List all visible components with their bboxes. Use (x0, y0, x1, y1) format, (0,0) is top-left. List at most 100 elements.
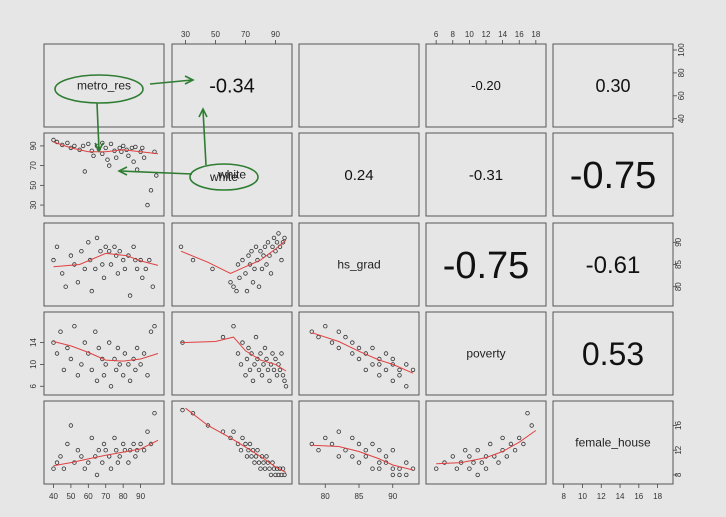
tick-label-left-white-3: 90 (29, 141, 38, 150)
point-hs_grad-vs-white-27 (270, 244, 275, 249)
point-hs_grad-vs-metro_res-3 (63, 284, 68, 289)
point-female_house-vs-metro_res-21 (113, 448, 119, 453)
point-hs_grad-vs-white-0 (178, 244, 184, 249)
point-female_house-vs-white-31 (276, 472, 281, 478)
point-female_house-vs-hs_grad-27 (410, 466, 416, 471)
point-poverty-vs-hs_grad-17 (377, 362, 382, 367)
point-poverty-vs-metro_res-18 (106, 340, 112, 345)
panel-1-3 (425, 132, 547, 217)
point-female_house-vs-white-15 (252, 460, 257, 465)
point-hs_grad-vs-metro_res-35 (150, 284, 155, 289)
point-hs_grad-vs-white-13 (249, 248, 254, 254)
tick-label-left-white-1: 50 (29, 180, 38, 189)
point-hs_grad-vs-white-34 (280, 240, 286, 245)
point-female_house-vs-metro_res-33 (145, 429, 150, 434)
point-female_house-vs-metro_res-5 (68, 423, 74, 428)
point-white-vs-metro_res-8 (82, 169, 87, 174)
point-female_house-vs-poverty-14 (488, 441, 493, 447)
panel-3-1 (171, 311, 293, 396)
point-female_house-vs-white-25 (267, 466, 272, 471)
point-female_house-vs-metro_res-3 (61, 466, 67, 471)
point-female_house-vs-poverty-9 (475, 472, 480, 478)
point-hs_grad-vs-white-12 (247, 262, 253, 267)
point-poverty-vs-metro_res-24 (120, 373, 126, 378)
point-hs_grad-vs-metro_res-15 (100, 262, 105, 267)
point-hs_grad-vs-metro_res-7 (79, 248, 84, 254)
point-white-vs-metro_res-3 (65, 140, 70, 146)
point-female_house-vs-white-10 (244, 454, 250, 459)
point-female_house-vs-poverty-10 (475, 448, 480, 453)
point-poverty-vs-white-24 (270, 351, 275, 356)
point-hs_grad-vs-white-3 (228, 280, 233, 285)
point-female_house-vs-hs_grad-5 (336, 429, 341, 434)
tick-label-left-poverty-1: 10 (29, 359, 38, 368)
point-female_house-vs-white-28 (271, 466, 277, 471)
tick-label-top-white-0: 30 (181, 30, 190, 39)
point-poverty-vs-metro_res-13 (94, 378, 100, 383)
tick-label-bottom-hs_grad-2: 90 (388, 492, 397, 501)
point-white-vs-metro_res-37 (154, 173, 159, 178)
point-white-vs-metro_res-21 (113, 155, 119, 160)
tick-label-right-metro_res-2: 80 (677, 68, 686, 77)
tick-label-top-poverty-5: 16 (515, 30, 524, 39)
point-poverty-vs-metro_res-21 (113, 367, 119, 373)
point-poverty-vs-metro_res-22 (115, 345, 121, 351)
point-poverty-vs-white-20 (264, 356, 269, 362)
point-poverty-vs-hs_grad-21 (390, 378, 395, 383)
point-poverty-vs-metro_res-19 (108, 384, 114, 389)
point-poverty-vs-white-32 (282, 378, 287, 383)
point-female_house-vs-hs_grad-12 (363, 454, 368, 459)
point-poverty-vs-white-6 (243, 373, 248, 378)
point-female_house-vs-white-23 (264, 454, 269, 459)
panel-3-4 (552, 311, 674, 396)
point-female_house-vs-poverty-2 (450, 454, 455, 459)
point-female_house-vs-hs_grad-22 (390, 448, 395, 453)
point-female_house-vs-metro_res-1 (54, 460, 60, 465)
point-poverty-vs-white-18 (261, 362, 266, 367)
point-female_house-vs-hs_grad-2 (323, 435, 328, 441)
correlation-poverty-female_house: 0.53 (582, 336, 644, 372)
point-hs_grad-vs-metro_res-8 (82, 266, 87, 272)
point-female_house-vs-hs_grad-9 (356, 441, 362, 447)
point-female_house-vs-hs_grad-1 (316, 448, 321, 453)
point-white-vs-metro_res-2 (60, 142, 65, 148)
panel-1-1 (171, 132, 293, 217)
point-hs_grad-vs-metro_res-33 (143, 266, 148, 272)
point-female_house-vs-poverty-16 (496, 460, 501, 465)
metro-res-annotation-circle (54, 74, 144, 104)
point-poverty-vs-metro_res-11 (89, 367, 94, 373)
smoother-poverty-vs-hs_grad (311, 332, 414, 374)
point-hs_grad-vs-metro_res-6 (75, 280, 81, 285)
point-poverty-vs-metro_res-9 (82, 340, 87, 345)
tick-label-bottom-metro_res-0: 40 (49, 492, 58, 501)
point-female_house-vs-hs_grad-21 (390, 472, 395, 478)
tick-label-right-metro_res-1: 60 (677, 91, 686, 100)
point-hs_grad-vs-white-7 (237, 275, 242, 280)
point-poverty-vs-metro_res-26 (126, 362, 131, 367)
point-female_house-vs-metro_res-22 (115, 460, 121, 465)
arrow-metro-to-scatter (96, 102, 100, 151)
point-poverty-vs-white-2 (231, 324, 236, 329)
point-female_house-vs-white-9 (243, 441, 248, 447)
point-poverty-vs-metro_res-33 (145, 373, 150, 378)
point-female_house-vs-metro_res-19 (108, 466, 114, 471)
point-poverty-vs-hs_grad-4 (336, 345, 341, 351)
point-female_house-vs-metro_res-14 (96, 448, 101, 453)
point-female_house-vs-poverty-1 (442, 460, 447, 465)
point-white-vs-metro_res-16 (103, 145, 108, 151)
point-female_house-vs-white-12 (247, 441, 253, 447)
point-female_house-vs-poverty-0 (434, 466, 439, 471)
tick-label-top-white-3: 90 (271, 30, 280, 39)
point-hs_grad-vs-white-5 (234, 288, 239, 294)
point-white-vs-metro_res-35 (148, 188, 154, 193)
point-poverty-vs-white-3 (235, 351, 241, 356)
panel-3-2 (298, 311, 420, 396)
point-female_house-vs-metro_res-20 (112, 435, 117, 441)
point-female_house-vs-white-7 (238, 448, 244, 453)
point-poverty-vs-white-15 (256, 367, 262, 373)
point-poverty-vs-white-29 (277, 367, 283, 373)
point-poverty-vs-hs_grad-16 (377, 373, 382, 378)
point-female_house-vs-hs_grad-14 (370, 441, 375, 447)
